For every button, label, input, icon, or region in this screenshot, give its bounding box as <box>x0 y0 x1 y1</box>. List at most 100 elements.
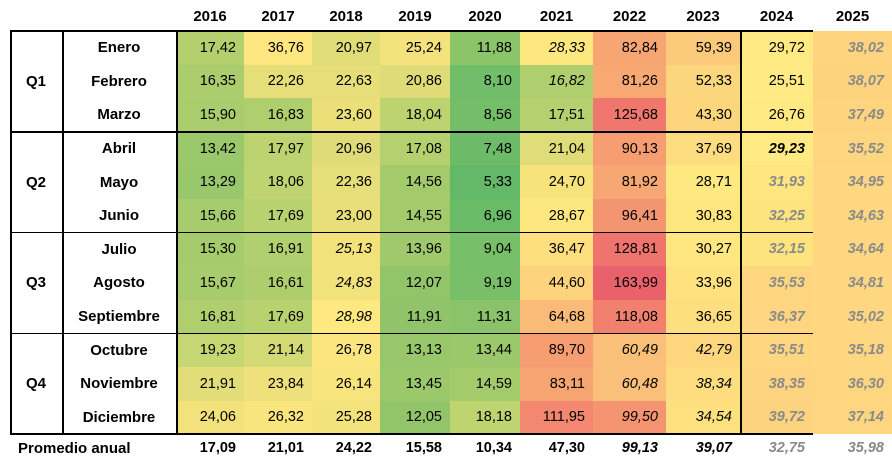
value-cell: 35,53 <box>740 266 813 300</box>
quarter-separator <box>10 30 813 32</box>
value-cell: 23,84 <box>244 367 312 401</box>
year-header: 2017 <box>261 7 295 25</box>
value-cell: 11,31 <box>450 299 520 334</box>
value-cell: 23,60 <box>312 98 380 132</box>
value-cell: 22,36 <box>312 165 380 199</box>
year-header: 2019 <box>398 7 432 25</box>
value-cell: 22,26 <box>244 64 312 99</box>
year-header: 2022 <box>612 7 647 25</box>
value-cell: 17,51 <box>520 98 593 132</box>
value-cell: 35,51 <box>740 333 813 367</box>
value-cell: 60,48 <box>593 367 666 401</box>
value-cell: 13,96 <box>380 232 450 267</box>
value-cell: 19,23 <box>176 333 244 367</box>
value-cell: 28,33 <box>520 31 593 65</box>
value-cell: 34,64 <box>813 232 892 267</box>
value-cell: 16,35 <box>176 64 244 99</box>
value-cell: 37,14 <box>813 400 892 435</box>
value-cell: 11,91 <box>380 299 450 334</box>
value-cell: 82,84 <box>593 31 666 65</box>
month-label: Agosto <box>93 274 145 292</box>
quarter-label: Q2 <box>25 173 46 191</box>
value-cell: 25,51 <box>740 64 813 99</box>
year-header: 2021 <box>539 7 574 25</box>
value-cell: 7,48 <box>450 131 520 166</box>
value-cell: 99,50 <box>593 400 666 435</box>
value-cell: 16,83 <box>244 98 312 132</box>
value-cell: 17,97 <box>244 131 312 166</box>
value-cell: 81,26 <box>593 64 666 99</box>
year-header: 2023 <box>686 7 720 25</box>
value-cell: 111,95 <box>520 400 593 435</box>
annual-average-value: 39,07 <box>695 440 732 456</box>
value-cell: 34,81 <box>813 266 892 300</box>
value-cell: 13,13 <box>380 333 450 367</box>
value-cell: 20,86 <box>380 64 450 99</box>
month-label: Mayo <box>99 173 139 191</box>
value-cell: 34,95 <box>813 165 892 199</box>
value-cell: 52,33 <box>666 64 740 99</box>
value-cell: 5,33 <box>450 165 520 199</box>
value-cell: 16,81 <box>176 299 244 334</box>
value-cell: 31,93 <box>740 165 813 199</box>
value-cell: 13,44 <box>450 333 520 367</box>
value-cell: 37,49 <box>813 98 892 132</box>
value-cell: 36,65 <box>666 299 740 334</box>
value-cell: 59,39 <box>666 31 740 65</box>
value-cell: 13,29 <box>176 165 244 199</box>
value-cell: 28,71 <box>666 165 740 199</box>
value-cell: 14,59 <box>450 367 520 401</box>
value-cell: 33,96 <box>666 266 740 300</box>
year-header: 2020 <box>468 7 502 25</box>
value-cell: 38,35 <box>740 367 813 401</box>
value-cell: 21,91 <box>176 367 244 401</box>
value-cell: 26,76 <box>740 98 813 132</box>
value-cell: 6,96 <box>450 199 520 233</box>
value-cell: 15,90 <box>176 98 244 132</box>
value-cell: 35,52 <box>813 131 892 166</box>
value-cell: 29,23 <box>740 131 813 166</box>
value-cell: 43,30 <box>666 98 740 132</box>
value-cell: 11,88 <box>450 31 520 65</box>
annual-average-value: 17,09 <box>199 440 236 456</box>
value-cell: 64,68 <box>520 299 593 334</box>
value-cell: 15,66 <box>176 199 244 233</box>
value-cell: 28,67 <box>520 199 593 233</box>
value-cell: 20,96 <box>312 131 380 166</box>
value-cell: 24,70 <box>520 165 593 199</box>
value-cell: 8,10 <box>450 64 520 99</box>
annual-average-value: 47,30 <box>548 440 585 456</box>
value-cell: 21,14 <box>244 333 312 367</box>
value-cell: 15,67 <box>176 266 244 300</box>
value-cell: 36,30 <box>813 367 892 401</box>
year-header: 2025 <box>835 7 870 25</box>
annual-average-label: Promedio anual <box>18 439 131 457</box>
annual-average-value: 24,22 <box>335 440 372 456</box>
value-cell: 9,19 <box>450 266 520 300</box>
quarter-separator <box>10 131 813 133</box>
annual-average-value: 99,13 <box>621 440 658 456</box>
year-header: 2024 <box>759 7 794 25</box>
value-cell: 21,04 <box>520 131 593 166</box>
month-label: Octubre <box>90 341 148 359</box>
value-cell: 125,68 <box>593 98 666 132</box>
value-cell: 23,00 <box>312 199 380 233</box>
value-cell: 28,98 <box>312 299 380 334</box>
value-cell: 8,56 <box>450 98 520 132</box>
month-label: Noviembre <box>80 375 158 393</box>
month-label: Diciembre <box>82 408 156 426</box>
value-cell: 90,13 <box>593 131 666 166</box>
quarter-separator <box>10 433 813 435</box>
annual-average-value: 32,75 <box>768 440 805 456</box>
value-cell: 32,15 <box>740 232 813 267</box>
value-cell: 16,61 <box>244 266 312 300</box>
value-cell: 25,24 <box>380 31 450 65</box>
annual-average-value: 10,34 <box>475 440 512 456</box>
quarter-separator <box>10 231 813 234</box>
value-cell: 128,81 <box>593 232 666 267</box>
value-cell: 37,69 <box>666 131 740 166</box>
year-header: 2018 <box>329 7 363 25</box>
month-label: Julio <box>101 240 137 258</box>
value-cell: 163,99 <box>593 266 666 300</box>
